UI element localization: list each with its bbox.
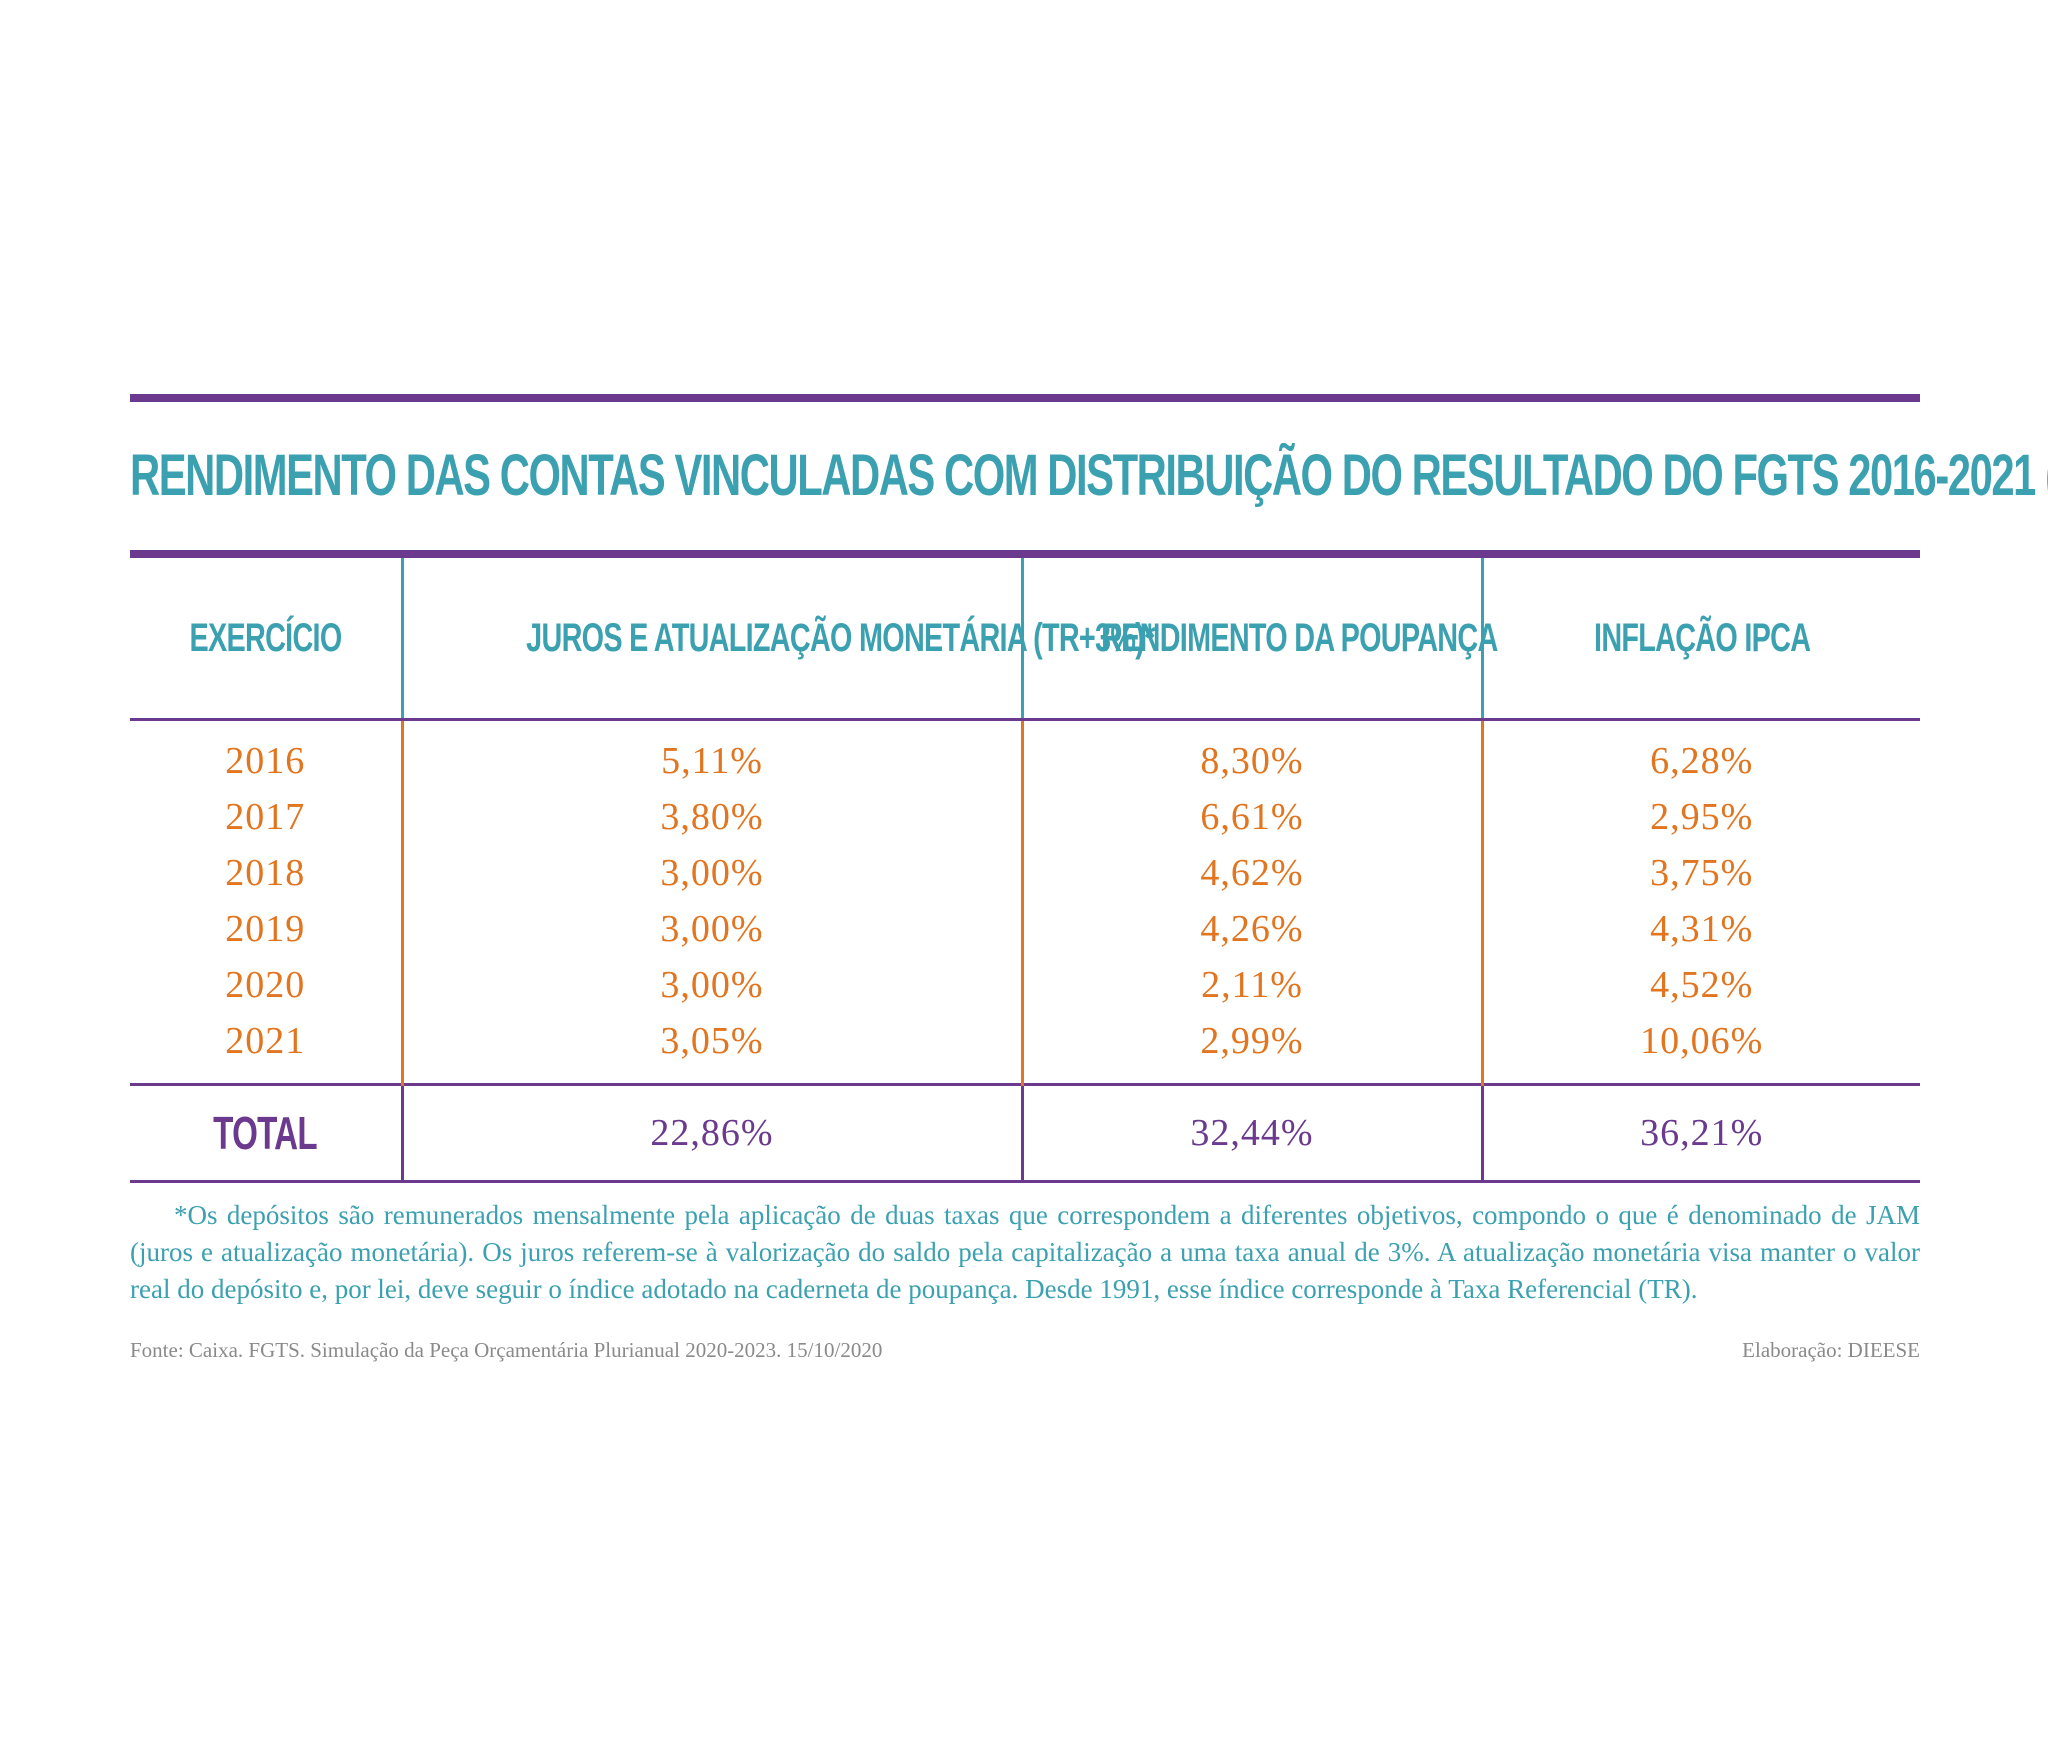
title-rule (130, 550, 1920, 558)
juros-cell: 3,00% (400, 845, 1022, 901)
chart-title: RENDIMENTO DAS CONTAS VINCULADAS COM DIS… (130, 443, 2048, 508)
ipca-cell: 6,28% (1480, 719, 1920, 789)
table-row: 2018 3,00% 4,62% 3,75% (130, 845, 1920, 901)
juros-cell: 3,00% (400, 901, 1022, 957)
table-row: 2020 3,00% 2,11% 4,52% (130, 957, 1920, 1013)
column-header-juros: JUROS E ATUALIZAÇÃO MONETÁRIA (TR+3%)* (400, 558, 1155, 721)
credit-text: Elaboração: DIEESE (1742, 1338, 1920, 1362)
column-header-exercicio: EXERCÍCIO (130, 558, 402, 721)
juros-cell: 3,00% (400, 957, 1022, 1013)
ipca-cell: 4,52% (1480, 957, 1920, 1013)
table-row: 2016 5,11% 8,30% 6,28% (130, 719, 1920, 789)
ipca-cell: 4,31% (1480, 901, 1920, 957)
table-row: 2021 3,05% 2,99% 10,06% (130, 1013, 1920, 1085)
year-cell: 2020 (225, 964, 306, 1006)
total-label-cell: TOTAL (130, 1083, 402, 1183)
ipca-cell: 10,06% (1480, 1013, 1920, 1085)
source-text: Fonte: Caixa. FGTS. Simulação da Peça Or… (130, 1338, 883, 1362)
total-label: TOTAL (213, 1107, 318, 1159)
footnote: *Os depósitos são remunerados mensalment… (130, 1200, 1920, 1304)
year-cell: 2017 (225, 796, 306, 838)
total-juros-cell: 22,86% (400, 1083, 1022, 1183)
figure: RENDIMENTO DAS CONTAS VINCULADAS COM DIS… (130, 394, 2048, 1365)
header-row: EXERCÍCIO JUROS E ATUALIZAÇÃO MONETÁRIA … (130, 558, 1920, 721)
table-row: 2019 3,00% 4,26% 4,31% (130, 901, 1920, 957)
poupanca-cell: 4,26% (1020, 901, 1482, 957)
juros-cell: 5,11% (400, 719, 1022, 789)
year-cell: 2019 (225, 908, 306, 950)
juros-cell: 3,80% (400, 789, 1022, 845)
total-ipca-cell: 36,21% (1480, 1083, 1920, 1183)
poupanca-cell: 2,99% (1020, 1013, 1482, 1085)
year-cell: 2018 (225, 852, 306, 894)
ipca-cell: 2,95% (1480, 789, 1920, 845)
poupanca-cell: 6,61% (1020, 789, 1482, 845)
data-table: EXERCÍCIO JUROS E ATUALIZAÇÃO MONETÁRIA … (130, 558, 1920, 1183)
poupanca-cell: 8,30% (1020, 719, 1482, 789)
year-cell: 2016 (225, 740, 306, 782)
column-header-poupanca: RENDIMENTO DA POUPANÇA (1020, 558, 1498, 721)
poupanca-cell: 2,11% (1020, 957, 1482, 1013)
column-header-ipca: INFLAÇÃO IPCA (1480, 558, 1920, 721)
year-cell: 2021 (225, 1020, 306, 1062)
juros-cell: 3,05% (400, 1013, 1022, 1085)
top-rule (130, 394, 1920, 402)
ipca-cell: 3,75% (1480, 845, 1920, 901)
total-poupanca-cell: 32,44% (1020, 1083, 1482, 1183)
total-row: TOTAL 22,86% 32,44% 36,21% (130, 1083, 1920, 1183)
poupanca-cell: 4,62% (1020, 845, 1482, 901)
source-line: Fonte: Caixa. FGTS. Simulação da Peça Or… (130, 1335, 1920, 1365)
table-row: 2017 3,80% 6,61% 2,95% (130, 789, 1920, 845)
